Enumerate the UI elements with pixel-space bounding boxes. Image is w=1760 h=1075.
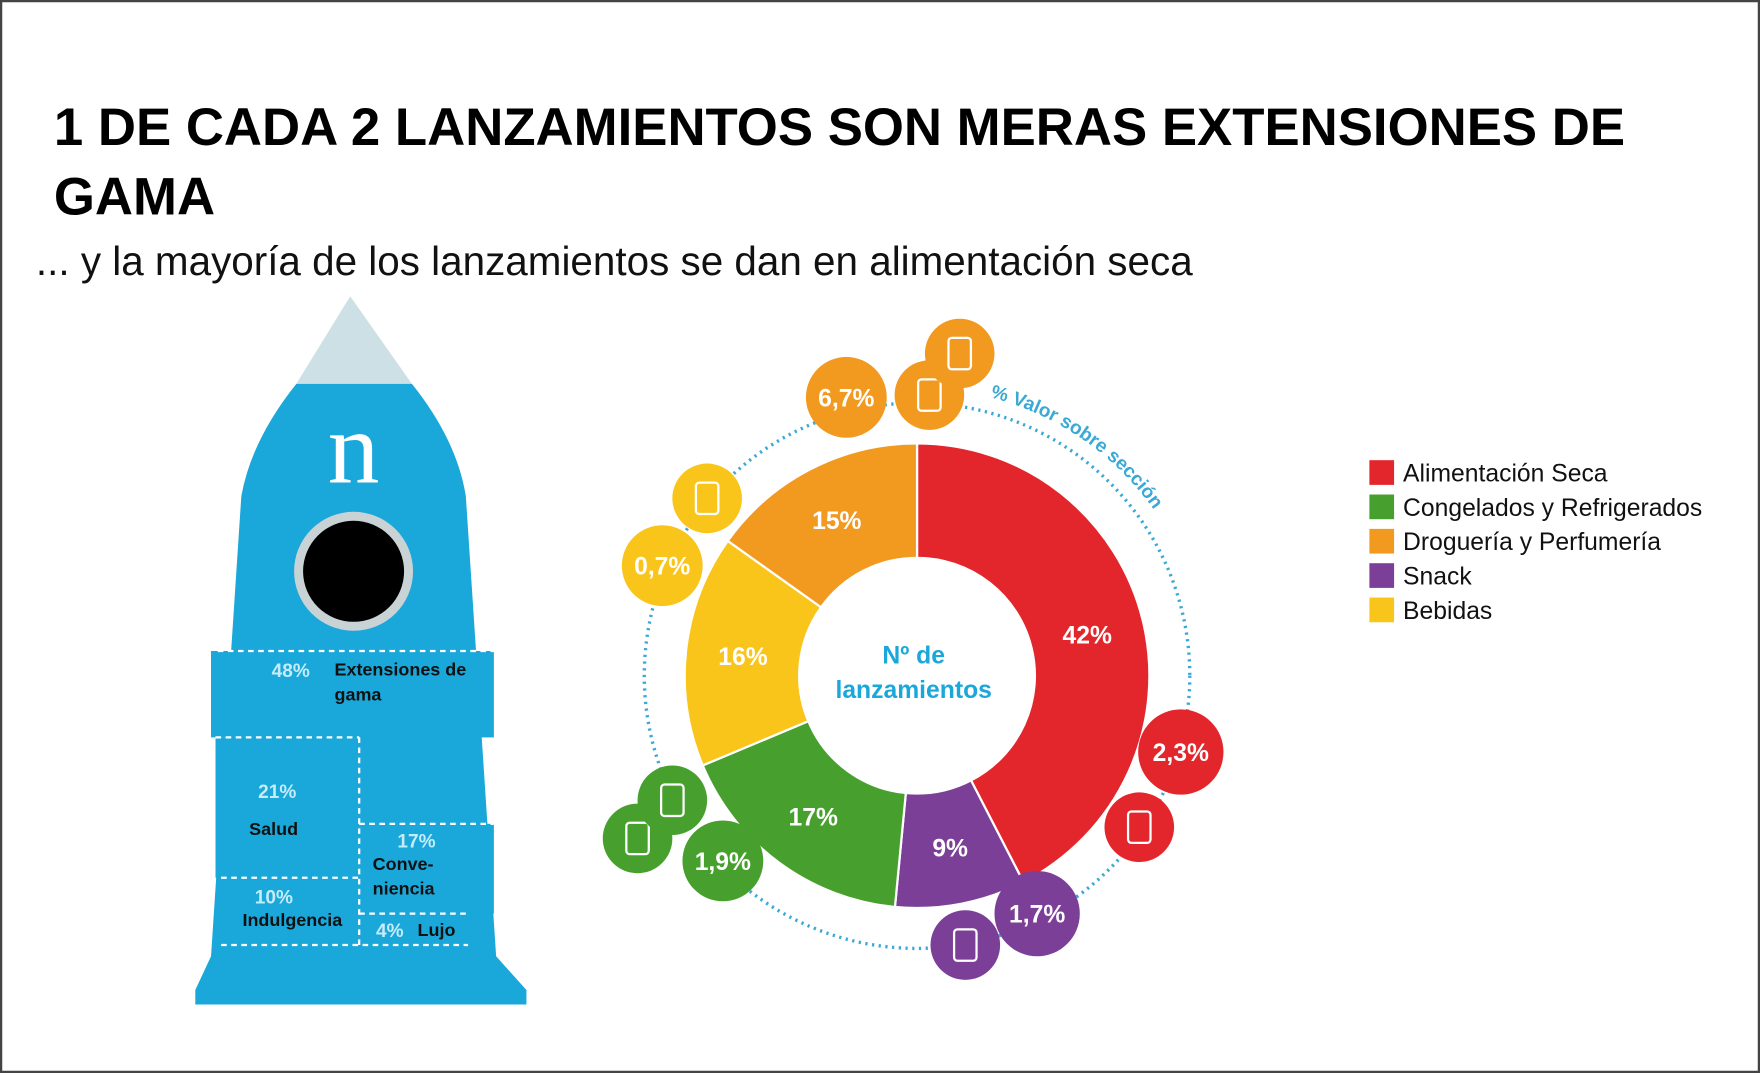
icon: [952, 928, 978, 962]
legend-label: Alimentación Seca: [1403, 461, 1608, 488]
segment-value: 4%: [376, 920, 404, 942]
legend-label: Droguería y Perfumería: [1403, 529, 1661, 556]
subtitle: ... y la mayoría de los lanzamientos se …: [35, 237, 1193, 284]
segment: [359, 913, 469, 946]
segment: [359, 823, 494, 914]
legend-label: Bebidas: [1403, 598, 1492, 625]
icon-bubble: [637, 765, 708, 836]
icon-bubble: [1104, 792, 1175, 862]
segment-label: Extensiones de gama: [334, 661, 467, 705]
segment-label: Lujo: [417, 921, 456, 941]
logo: n: [328, 392, 380, 506]
legend-swatch: [1369, 563, 1395, 588]
icon: [1126, 810, 1152, 845]
value-ring: [642, 401, 1192, 951]
icon: [947, 336, 973, 371]
slice: [726, 442, 919, 609]
value-bubble-label: 2,3%: [1153, 740, 1209, 767]
value-bubble: [682, 820, 764, 902]
segment: [211, 650, 494, 738]
legend-label: Snack: [1403, 564, 1472, 591]
icon: [625, 821, 650, 856]
center-label: Nº de lanzamientos: [835, 640, 992, 704]
icon-bubble: [930, 910, 1001, 980]
slice: [683, 539, 823, 767]
segment-label: Conve- niencia: [372, 855, 435, 900]
icon: [917, 378, 942, 412]
segment-value: 48%: [271, 659, 310, 682]
slice: [701, 719, 908, 909]
segment: [215, 737, 360, 878]
icon-bubble: [672, 463, 742, 534]
legend-swatch: [1369, 597, 1395, 623]
value-bubble: [994, 870, 1080, 957]
slice-label: 17%: [789, 805, 838, 832]
slice-label: 9%: [932, 836, 968, 863]
title: 1 DE CADA 2 LANZAMIENTOS SON MERAS EXTEN…: [53, 96, 1626, 226]
slice-label: 42%: [1062, 622, 1111, 649]
legend-label: Congelados y Refrigerados: [1403, 495, 1702, 522]
value-bubble: [621, 525, 703, 607]
icon: [694, 481, 720, 516]
icon-bubble: [924, 318, 995, 389]
value-bubble-label: 0,7%: [634, 554, 690, 581]
value-bubble: [1138, 709, 1224, 795]
icon: [660, 783, 685, 818]
segment-value: 17%: [397, 830, 436, 852]
porthole: [303, 520, 405, 622]
segment-label: Indulgencia: [242, 911, 343, 931]
value-bubble-label: 1,9%: [695, 849, 751, 876]
segment-value: 10%: [254, 886, 293, 909]
segment-label: Salud: [249, 820, 299, 840]
segment: [221, 877, 360, 946]
slice-label: 15%: [812, 508, 861, 535]
slice-label: 16%: [718, 644, 767, 671]
legend-swatch: [1369, 494, 1395, 520]
legend-swatch: [1369, 460, 1395, 485]
legend-swatch: [1369, 528, 1395, 554]
rocket-nose: [296, 296, 412, 384]
value-bubble-label: 6,7%: [818, 385, 874, 412]
value-bubble-label: 1,7%: [1009, 902, 1065, 929]
segment-value: 21%: [258, 781, 297, 803]
slice: [915, 442, 1151, 884]
value-bubble: [805, 356, 887, 438]
